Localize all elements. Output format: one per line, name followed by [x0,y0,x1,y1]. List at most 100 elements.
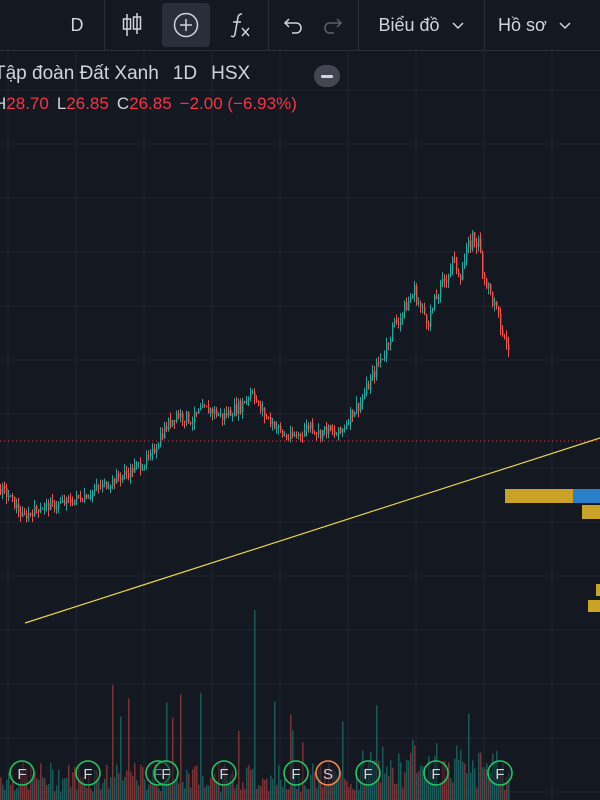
volume-bar [64,778,66,800]
event-marker[interactable]: F [153,760,179,786]
candle-body [332,430,334,432]
event-marker[interactable]: F [75,760,101,786]
volume-bar [438,786,440,800]
candle-body [178,412,180,418]
volume-bar [346,781,348,800]
candle-body [256,399,258,402]
candle-body [370,378,372,390]
candle-body [346,423,348,428]
volume-bar [448,762,450,800]
volume-bar [240,789,242,800]
volume-bar [464,763,466,800]
candle-body [404,301,406,313]
candle-body [54,501,56,509]
volume-profile-bar [582,505,600,519]
profile-menu[interactable]: Hồ sơ [492,0,600,50]
volume-bar [408,760,410,800]
candle-body [470,240,472,250]
candle-body [494,301,496,306]
volume-bar [348,787,350,800]
redo-button[interactable] [316,0,350,50]
candle-body [324,426,326,431]
price-chart[interactable]: FFFFFFSFFF [0,51,600,800]
event-marker[interactable]: F [487,760,513,786]
candle-body [96,485,98,490]
volume-profile-bar [505,489,573,503]
candle-body [122,475,124,480]
candle-body [260,403,262,411]
volume-bar [90,788,92,800]
event-marker-label: F [363,766,372,783]
candle-body [92,491,94,496]
event-marker[interactable]: F [283,760,309,786]
volume-bar [392,767,394,800]
event-marker[interactable]: S [315,760,341,786]
volume-bar [234,788,236,800]
candle-body [472,232,474,250]
undo-button[interactable] [276,0,310,50]
candle-body [284,435,286,437]
volume-bar [212,777,214,800]
candle-body [90,495,92,497]
volume-bar [56,785,58,800]
volume-bar [110,777,112,800]
volume-bar [382,746,384,800]
volume-bar [198,784,200,800]
volume-bar [108,788,110,800]
candle-body [386,343,388,357]
collapse-legend-button[interactable] [314,65,340,87]
volume-bar [432,780,434,800]
event-marker[interactable]: F [355,760,381,786]
volume-bar [476,787,478,800]
symbol-name[interactable]: Tập đoàn Đất Xanh [0,63,159,84]
candle-body [258,401,260,404]
volume-bar [142,767,144,800]
volume-bar [486,763,488,800]
volume-bar [196,765,198,800]
candle-body [158,444,160,449]
add-button[interactable] [162,3,210,47]
low-value: 26.85 [66,94,109,113]
volume-bar [244,788,246,800]
candle-body [440,281,442,298]
chart-menu[interactable]: Biểu đồ [366,0,478,50]
candle-body [220,413,222,415]
candle-body [10,494,12,497]
candle-body [196,411,198,414]
candle-body [42,508,44,510]
candle-body [254,391,256,400]
volume-bar [474,768,476,800]
volume-bar [6,779,8,800]
candle-body [306,425,308,431]
candle-body [40,509,42,513]
volume-bar [134,763,136,800]
candle-body [478,238,480,247]
volume-bar [136,780,138,800]
event-marker[interactable]: F [9,760,35,786]
candle-body [114,478,116,484]
candle-body [448,274,450,282]
volume-bar [288,789,290,800]
candle-body [14,496,16,509]
candle-body [184,420,186,423]
candle-body [480,238,482,253]
volume-bar [410,752,412,800]
event-marker[interactable]: F [423,760,449,786]
candle-body [328,425,330,435]
chart-type-button[interactable] [112,0,152,50]
interval-button[interactable]: D [70,14,84,35]
volume-bar [286,789,288,800]
candle-body [28,513,30,519]
candle-body [412,295,414,299]
candle-body [48,502,50,511]
volume-bar [270,775,272,800]
indicators-button[interactable] [220,0,260,50]
volume-bar [396,783,398,800]
volume-bar [208,785,210,800]
candle-body [138,462,140,464]
volume-bar [232,770,234,800]
event-marker[interactable]: F [211,760,237,786]
volume-bar [180,694,182,800]
candle-body [44,504,46,509]
volume-bar [278,764,280,800]
